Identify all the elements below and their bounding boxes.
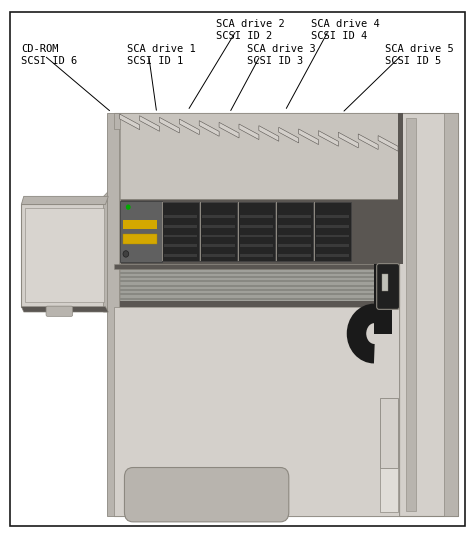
Bar: [120, 293, 399, 295]
Bar: [120, 280, 399, 282]
Polygon shape: [120, 201, 162, 262]
Polygon shape: [162, 202, 199, 261]
Bar: [278, 235, 311, 237]
Bar: [202, 235, 235, 237]
Polygon shape: [378, 136, 398, 151]
Bar: [240, 244, 273, 247]
Polygon shape: [259, 126, 279, 141]
Polygon shape: [239, 124, 259, 139]
Bar: [120, 298, 399, 300]
Polygon shape: [444, 113, 458, 516]
Bar: [162, 202, 163, 261]
Bar: [202, 254, 235, 257]
Bar: [316, 254, 349, 257]
Bar: [316, 235, 349, 237]
Polygon shape: [358, 134, 378, 150]
FancyBboxPatch shape: [124, 468, 289, 522]
Bar: [164, 215, 197, 218]
Polygon shape: [25, 208, 104, 302]
Bar: [240, 215, 273, 218]
Polygon shape: [114, 113, 399, 516]
Bar: [380, 398, 398, 468]
Polygon shape: [114, 264, 399, 269]
Bar: [120, 285, 399, 287]
Polygon shape: [399, 113, 458, 516]
Polygon shape: [120, 113, 398, 199]
Text: SCA drive 5
SCSI ID 5: SCA drive 5 SCSI ID 5: [385, 44, 454, 66]
Polygon shape: [120, 114, 140, 130]
Circle shape: [126, 204, 131, 210]
Polygon shape: [21, 307, 108, 312]
Bar: [164, 254, 197, 257]
Bar: [314, 202, 315, 261]
Polygon shape: [199, 121, 219, 136]
Polygon shape: [200, 202, 237, 261]
Bar: [164, 244, 197, 247]
Bar: [120, 276, 399, 278]
Polygon shape: [238, 202, 275, 261]
Bar: [316, 244, 349, 247]
Bar: [202, 215, 235, 218]
Bar: [276, 202, 277, 261]
Text: SCA drive 3
SCSI ID 3: SCA drive 3 SCSI ID 3: [247, 44, 316, 66]
Bar: [382, 274, 388, 291]
Bar: [238, 202, 239, 261]
Polygon shape: [314, 202, 351, 261]
Polygon shape: [406, 118, 416, 511]
Bar: [278, 215, 311, 218]
Polygon shape: [107, 113, 119, 516]
Bar: [202, 244, 235, 247]
Text: SCA drive 2
SCSI ID 2: SCA drive 2 SCSI ID 2: [216, 19, 285, 41]
Text: CD-ROM
SCSI ID 6: CD-ROM SCSI ID 6: [21, 44, 77, 66]
Polygon shape: [299, 129, 319, 145]
Polygon shape: [21, 204, 105, 307]
FancyBboxPatch shape: [377, 264, 399, 309]
Bar: [374, 264, 392, 334]
Bar: [398, 113, 403, 264]
Bar: [200, 202, 201, 261]
FancyBboxPatch shape: [46, 306, 73, 316]
Polygon shape: [276, 202, 313, 261]
Polygon shape: [120, 264, 399, 301]
Bar: [316, 225, 349, 228]
Polygon shape: [104, 183, 116, 312]
Polygon shape: [114, 307, 399, 516]
Bar: [240, 254, 273, 257]
Bar: [316, 215, 349, 218]
Bar: [278, 244, 311, 247]
Bar: [123, 220, 157, 229]
Bar: [278, 254, 311, 257]
Text: SCA drive 4
SCSI ID 4: SCA drive 4 SCSI ID 4: [311, 19, 380, 41]
Polygon shape: [380, 468, 398, 512]
Polygon shape: [180, 119, 200, 134]
Polygon shape: [160, 117, 180, 133]
Polygon shape: [120, 301, 399, 307]
Text: SCA drive 1
SCSI ID 1: SCA drive 1 SCSI ID 1: [127, 44, 196, 66]
Bar: [123, 234, 157, 244]
Polygon shape: [120, 199, 398, 264]
Polygon shape: [21, 196, 108, 204]
Polygon shape: [219, 122, 239, 138]
Bar: [164, 235, 197, 237]
Polygon shape: [140, 116, 160, 131]
Bar: [240, 225, 273, 228]
Bar: [120, 267, 399, 270]
Bar: [164, 225, 197, 228]
Circle shape: [123, 251, 129, 257]
Bar: [120, 272, 399, 274]
Polygon shape: [338, 132, 358, 148]
Bar: [278, 225, 311, 228]
Bar: [240, 235, 273, 237]
Bar: [120, 289, 399, 291]
Polygon shape: [318, 131, 338, 146]
Bar: [202, 225, 235, 228]
Polygon shape: [279, 128, 299, 143]
Polygon shape: [114, 113, 399, 129]
